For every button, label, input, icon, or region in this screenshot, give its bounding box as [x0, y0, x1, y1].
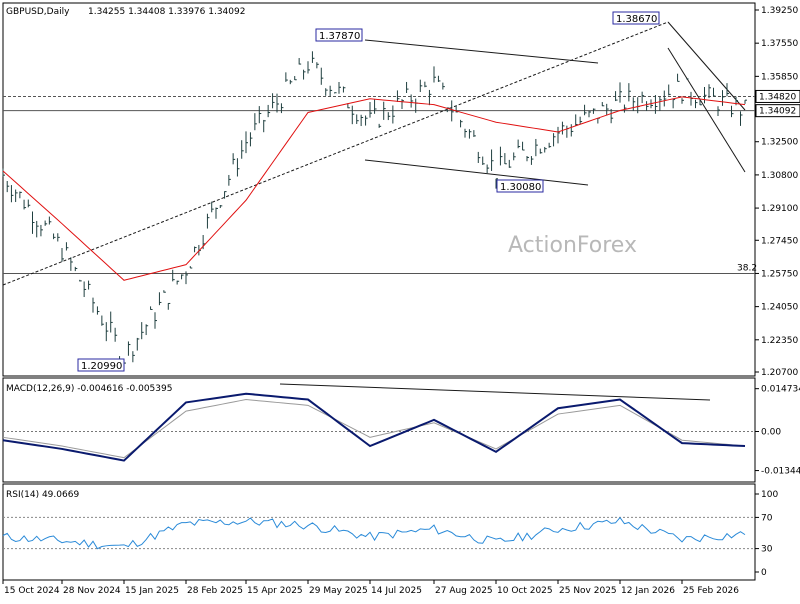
- rsi-panel: [2, 483, 756, 581]
- price-y-tick-label: 1.22350: [761, 336, 798, 346]
- price-panel: [2, 2, 756, 377]
- price-annotation-box: [496, 179, 544, 193]
- fib-label: 38.2: [737, 263, 757, 273]
- macd-panel: [2, 377, 756, 483]
- level-tag: [755, 104, 800, 118]
- price-y-tick-label: 1.25750: [761, 269, 798, 279]
- price-annotation-label: 1.37870: [319, 31, 360, 42]
- price-y-tick-label: 1.35850: [761, 72, 798, 82]
- macd-title: MACD(12,26,9) -0.004616 -0.005395: [6, 384, 172, 394]
- macd-y-tick-label: 0.00: [761, 428, 781, 438]
- chart-ohlc: 1.34255 1.34408 1.33976 1.34092: [88, 7, 245, 17]
- rsi-title: RSI(14) 49.0669: [6, 490, 79, 500]
- rsi-line-path: [2, 516, 746, 550]
- rsi-line: [2, 516, 746, 550]
- trend-lines: [2, 21, 746, 401]
- x-tick-label: 27 Aug 2025: [435, 586, 493, 596]
- price-y-tick-label: 1.27450: [761, 236, 798, 246]
- x-tick-label: 15 Jan 2025: [125, 586, 179, 596]
- watermark: ActionForex: [508, 233, 637, 258]
- macd-trend-line: [279, 383, 711, 401]
- trend-line: [364, 39, 599, 64]
- price-y-tick-label: 1.24050: [761, 303, 798, 313]
- trend-line: [667, 21, 746, 111]
- x-tick-label: 25 Nov 2025: [559, 586, 617, 596]
- rsi-y-tick-label: 0: [761, 568, 767, 578]
- price-y-tick-label: 1.20700: [761, 368, 798, 378]
- x-tick-label: 15 Oct 2024: [4, 586, 60, 596]
- macd-signal-line: [2, 399, 746, 459]
- trend-line: [2, 21, 669, 286]
- rsi-y-tick-label: 70: [761, 513, 773, 523]
- rsi-y-tick-label: 100: [761, 490, 778, 500]
- x-tick-label: 28 Nov 2024: [63, 586, 121, 596]
- macd-lines: [2, 392, 746, 462]
- price-y-tick-label: 1.39250: [761, 6, 798, 16]
- price-annotation-box: [612, 11, 660, 25]
- x-tick-label: 28 Feb 2025: [187, 586, 243, 596]
- price-annotation-label: 1.38670: [616, 14, 657, 25]
- ma-line: [2, 96, 746, 281]
- price-annotation-label: 1.30080: [500, 182, 541, 193]
- annotations: 1.34820 1.34092 38.2 1.20990 1.37870 1.30080 1…: [77, 11, 800, 372]
- macd-y-tick-label: -0.013442: [761, 467, 800, 477]
- price-y-tick-label: 1.30800: [761, 171, 798, 181]
- x-tick-label: 15 Apr 2025: [247, 586, 303, 596]
- price-annotation-label: 1.20990: [81, 361, 122, 372]
- price-y-tick-label: 1.37550: [761, 39, 798, 49]
- price-bars: [2, 51, 747, 372]
- price-annotation-box: [315, 28, 363, 42]
- x-tick-label: 12 Jan 2026: [621, 586, 675, 596]
- macd-y-tick-label: 0.014734: [761, 385, 800, 395]
- chart-symbol: GBPUSD,Daily: [6, 7, 70, 17]
- grid-lines: [3, 95, 755, 550]
- trend-line: [364, 159, 589, 186]
- trend-line: [667, 47, 746, 173]
- moving-average: [2, 96, 746, 281]
- level-tag-label: 1.34820: [759, 92, 796, 102]
- x-axis-ticks: 15 Oct 2024 28 Nov 2024 15 Jan 2025 28 Feb …: [2, 580, 739, 596]
- rsi-y-tick-label: 30: [761, 545, 773, 555]
- macd-main-line: [2, 392, 746, 462]
- level-tag-label: 1.34092: [759, 107, 796, 117]
- x-tick-label: 25 Feb 2026: [683, 586, 739, 596]
- price-y-tick-label: 1.29100: [761, 204, 798, 214]
- x-tick-label: 10 Oct 2025: [497, 586, 553, 596]
- level-tag: [755, 89, 800, 103]
- price-y-tick-label: 1.32500: [761, 138, 798, 148]
- price-annotation-box: [77, 358, 125, 372]
- x-tick-label: 29 May 2025: [309, 586, 368, 596]
- x-tick-label: 14 Jul 2025: [371, 586, 422, 596]
